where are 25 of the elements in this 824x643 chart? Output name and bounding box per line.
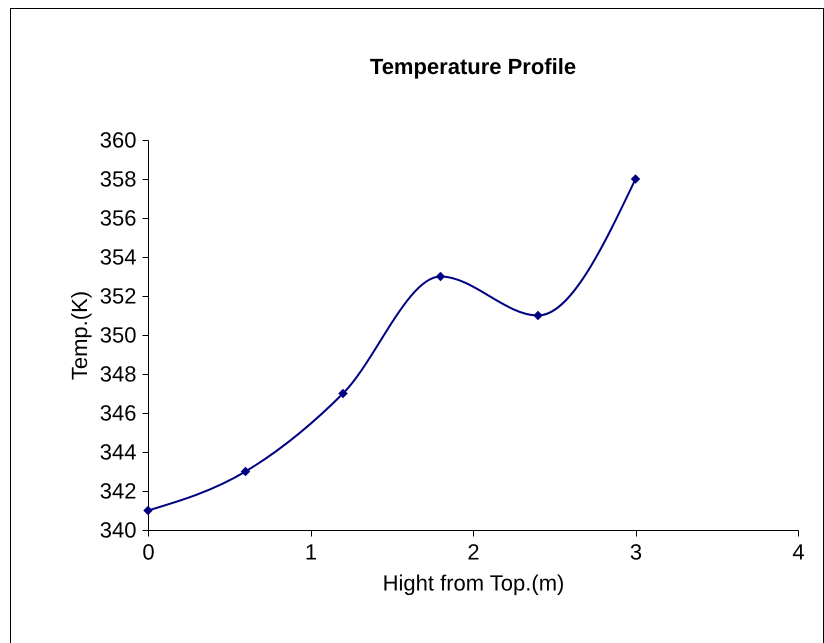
x-axis-title: Hight from Top.(m)	[382, 570, 564, 596]
y-tick-label: 342	[100, 478, 136, 504]
y-tick-label: 358	[100, 166, 136, 192]
y-tick-label: 348	[100, 362, 136, 386]
point	[240, 466, 250, 476]
y-tick-label: 340	[100, 518, 136, 542]
point	[630, 174, 640, 184]
y-tick-label: 352	[100, 284, 136, 308]
y-tick-label: 360	[100, 128, 136, 152]
y-tick-label: 344	[100, 440, 136, 464]
y-tick-label: 356	[100, 206, 136, 230]
point	[533, 310, 543, 320]
point	[436, 272, 446, 282]
y-tick-label: 350	[100, 322, 136, 348]
x-tick-label: 1	[304, 540, 318, 564]
point	[143, 506, 153, 516]
y-tick-label: 346	[100, 400, 136, 426]
point	[338, 388, 348, 398]
x-tick-label: 0	[142, 540, 155, 564]
x-tick-label: 4	[792, 540, 805, 564]
chart-title: Temperature Profile	[370, 54, 576, 79]
y-axis-title: Temp.(K)	[66, 290, 92, 380]
x-tick-label: 3	[630, 540, 642, 564]
y-tick-label: 354	[100, 244, 136, 270]
x-tick-label: 2	[467, 540, 480, 564]
